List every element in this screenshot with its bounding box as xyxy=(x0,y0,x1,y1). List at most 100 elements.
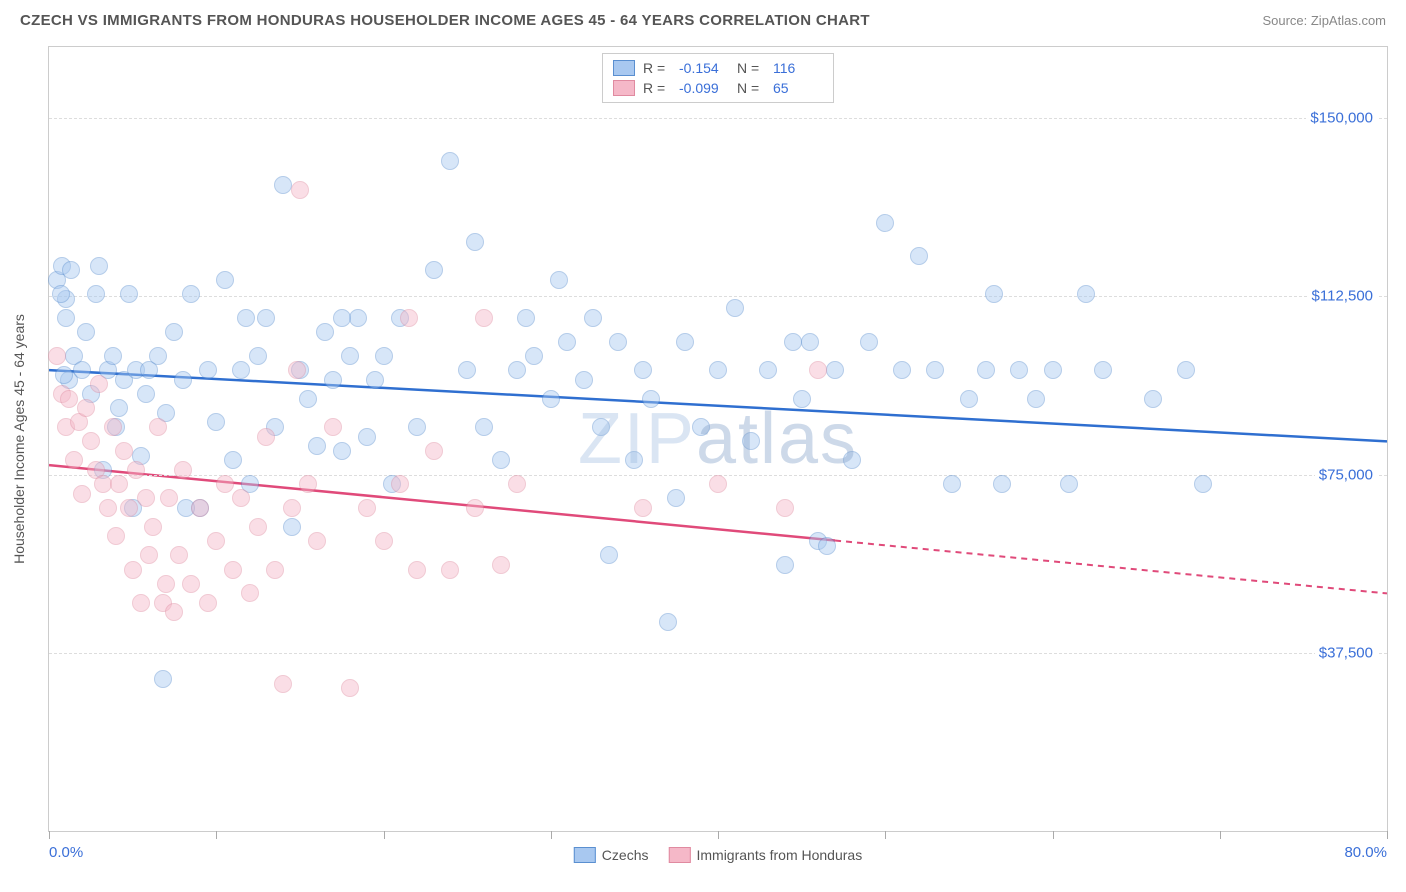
scatter-point xyxy=(82,432,100,450)
x-axis-min: 0.0% xyxy=(49,844,83,861)
scatter-point xyxy=(726,299,744,317)
scatter-point xyxy=(793,390,811,408)
scatter-point xyxy=(283,499,301,517)
scatter-point xyxy=(94,475,112,493)
scatter-point xyxy=(299,475,317,493)
scatter-point xyxy=(249,518,267,536)
y-tick-label: $112,500 xyxy=(1308,288,1377,305)
n-label: N = xyxy=(737,60,765,76)
scatter-point xyxy=(993,475,1011,493)
scatter-point xyxy=(207,532,225,550)
n-value: 116 xyxy=(773,60,823,76)
scatter-point xyxy=(977,361,995,379)
scatter-point xyxy=(592,418,610,436)
scatter-point xyxy=(65,451,83,469)
scatter-point xyxy=(634,499,652,517)
scatter-point xyxy=(308,532,326,550)
scatter-point xyxy=(441,152,459,170)
scatter-point xyxy=(1144,390,1162,408)
scatter-point xyxy=(182,575,200,593)
gridline xyxy=(49,653,1387,654)
scatter-point xyxy=(316,323,334,341)
scatter-point xyxy=(492,556,510,574)
series-legend: CzechsImmigrants from Honduras xyxy=(574,847,862,863)
scatter-point xyxy=(860,333,878,351)
scatter-point xyxy=(709,475,727,493)
scatter-point xyxy=(288,361,306,379)
scatter-point xyxy=(960,390,978,408)
scatter-point xyxy=(358,499,376,517)
scatter-point xyxy=(517,309,535,327)
scatter-point xyxy=(149,347,167,365)
scatter-point xyxy=(57,309,75,327)
scatter-point xyxy=(550,271,568,289)
x-tick xyxy=(384,831,385,839)
scatter-point xyxy=(224,561,242,579)
scatter-point xyxy=(333,442,351,460)
scatter-point xyxy=(291,181,309,199)
scatter-point xyxy=(324,418,342,436)
scatter-point xyxy=(232,361,250,379)
legend-swatch xyxy=(668,847,690,863)
scatter-point xyxy=(174,461,192,479)
scatter-point xyxy=(132,594,150,612)
scatter-point xyxy=(154,670,172,688)
scatter-point xyxy=(441,561,459,579)
chart-area: Householder Income Ages 45 - 64 years ZI… xyxy=(48,46,1388,832)
trend-lines xyxy=(49,47,1387,831)
x-tick xyxy=(1220,831,1221,839)
scatter-point xyxy=(408,418,426,436)
scatter-point xyxy=(160,489,178,507)
scatter-point xyxy=(676,333,694,351)
scatter-point xyxy=(759,361,777,379)
scatter-point xyxy=(52,285,70,303)
scatter-point xyxy=(475,418,493,436)
scatter-point xyxy=(283,518,301,536)
correlation-legend: R =-0.154N =116R =-0.099N =65 xyxy=(602,53,834,103)
scatter-point xyxy=(659,613,677,631)
scatter-point xyxy=(475,309,493,327)
scatter-point xyxy=(692,418,710,436)
scatter-point xyxy=(1027,390,1045,408)
legend-row: R =-0.154N =116 xyxy=(613,58,823,78)
scatter-point xyxy=(207,413,225,431)
scatter-point xyxy=(87,285,105,303)
scatter-point xyxy=(48,347,66,365)
scatter-point xyxy=(458,361,476,379)
x-tick xyxy=(551,831,552,839)
y-axis-label: Householder Income Ages 45 - 64 years xyxy=(11,314,27,564)
scatter-point xyxy=(776,499,794,517)
scatter-point xyxy=(625,451,643,469)
legend-swatch xyxy=(574,847,596,863)
scatter-point xyxy=(266,561,284,579)
scatter-point xyxy=(508,475,526,493)
scatter-point xyxy=(137,489,155,507)
y-tick-label: $150,000 xyxy=(1306,110,1377,127)
scatter-point xyxy=(400,309,418,327)
scatter-point xyxy=(466,233,484,251)
scatter-point xyxy=(826,361,844,379)
scatter-point xyxy=(341,347,359,365)
scatter-point xyxy=(642,390,660,408)
scatter-point xyxy=(366,371,384,389)
scatter-point xyxy=(149,418,167,436)
scatter-point xyxy=(1094,361,1112,379)
scatter-point xyxy=(558,333,576,351)
watermark: ZIPatlas xyxy=(578,398,858,480)
plot-area: ZIPatlas $37,500$75,000$112,500$150,000 xyxy=(49,47,1387,831)
scatter-point xyxy=(634,361,652,379)
scatter-point xyxy=(174,371,192,389)
scatter-point xyxy=(199,361,217,379)
legend-item: Immigrants from Honduras xyxy=(668,847,862,863)
legend-swatch xyxy=(613,80,635,96)
scatter-point xyxy=(784,333,802,351)
chart-title: CZECH VS IMMIGRANTS FROM HONDURAS HOUSEH… xyxy=(20,12,870,29)
legend-row: R =-0.099N =65 xyxy=(613,78,823,98)
scatter-point xyxy=(1177,361,1195,379)
scatter-point xyxy=(801,333,819,351)
scatter-point xyxy=(709,361,727,379)
scatter-point xyxy=(324,371,342,389)
scatter-point xyxy=(776,556,794,574)
scatter-point xyxy=(542,390,560,408)
scatter-point xyxy=(575,371,593,389)
